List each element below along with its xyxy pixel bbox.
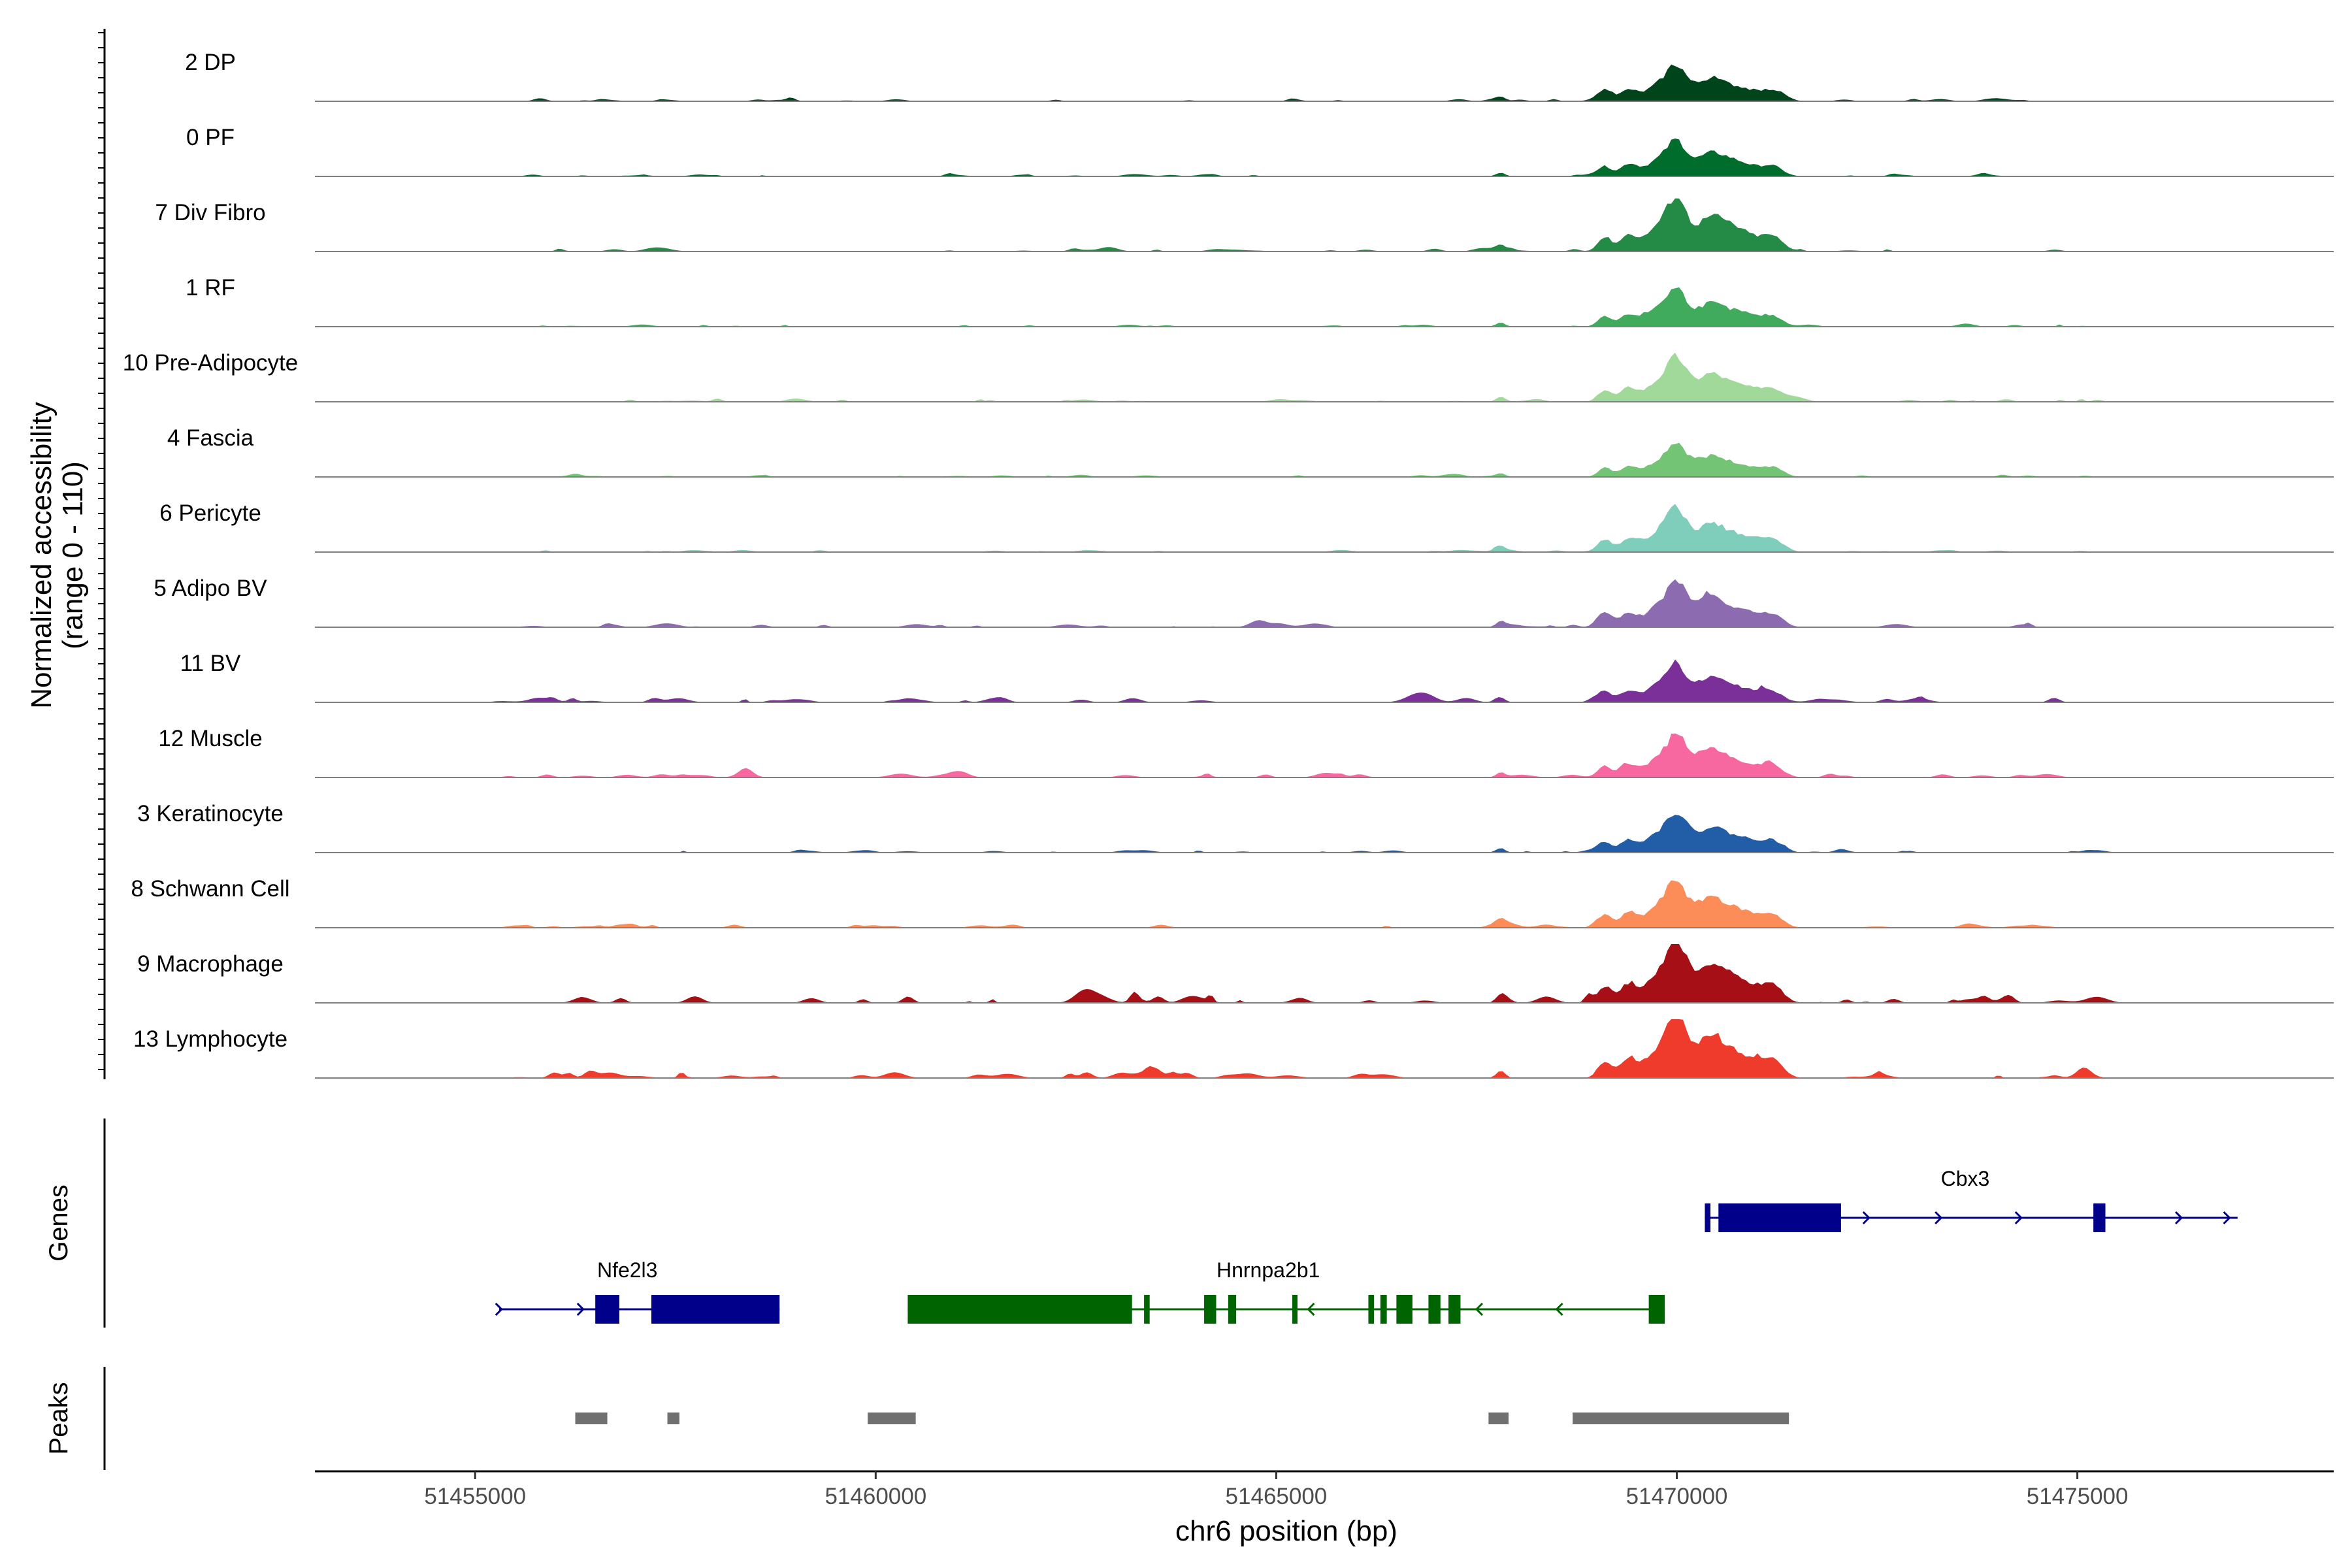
exon bbox=[651, 1295, 780, 1324]
track-label: 8 Schwann Cell bbox=[131, 876, 289, 902]
track-7: 6 Pericyte bbox=[159, 500, 2334, 553]
peak-region bbox=[868, 1413, 916, 1424]
exon bbox=[907, 1295, 1132, 1324]
exon bbox=[1204, 1295, 1217, 1324]
genes-panel: Genes Cbx3 Nfe2l3 Hnrnpa2b1 bbox=[44, 1119, 2238, 1328]
x-tick-label: 51475000 bbox=[2027, 1484, 2129, 1509]
track-label: 13 Lymphocyte bbox=[133, 1026, 287, 1052]
peaks-panel-title: Peaks bbox=[44, 1382, 73, 1454]
coverage-area bbox=[315, 815, 2334, 853]
strand-arrow bbox=[2174, 1211, 2183, 1225]
coverage-area bbox=[315, 287, 2334, 327]
coverage-area bbox=[315, 139, 2334, 176]
coverage-area bbox=[315, 880, 2334, 928]
peak-region bbox=[1573, 1413, 1789, 1424]
track-9: 11 BV bbox=[180, 651, 2334, 703]
coverage-tracks: 2 DP 0 PF 7 Div Fibro 1 RF 10 Pre-Adipocyte 4… bbox=[123, 50, 2334, 1079]
exon bbox=[1368, 1295, 1375, 1324]
strand-arrow bbox=[1555, 1302, 1563, 1316]
strand-arrow bbox=[576, 1302, 585, 1316]
track-1: 2 DP bbox=[185, 50, 2334, 102]
exon bbox=[1705, 1203, 1711, 1232]
gene-nfe2l3: Nfe2l3 bbox=[495, 1258, 780, 1324]
x-axis: 51455000 51460000 51465000 51470000 51475000 bbox=[315, 1470, 2334, 1509]
gene-cbx3: Cbx3 bbox=[1705, 1167, 2238, 1232]
track-label: 0 PF bbox=[186, 125, 235, 150]
track-label: 2 DP bbox=[185, 50, 236, 75]
track-10: 12 Muscle bbox=[158, 726, 2334, 778]
gene-hnrnpa2b1: Hnrnpa2b1 bbox=[907, 1258, 1665, 1324]
track-14: 13 Lymphocyte bbox=[133, 1019, 2334, 1079]
track-8: 5 Adipo BV bbox=[154, 576, 2334, 628]
track-4: 1 RF bbox=[186, 275, 2334, 327]
exon bbox=[1144, 1295, 1150, 1324]
exon bbox=[1648, 1295, 1665, 1324]
gene-label: Cbx3 bbox=[1941, 1167, 1990, 1190]
exon bbox=[1396, 1295, 1413, 1324]
genes-panel-title: Genes bbox=[44, 1184, 73, 1262]
x-tick-label: 51465000 bbox=[1226, 1484, 1328, 1509]
exon bbox=[1428, 1295, 1441, 1324]
x-tick-label: 51460000 bbox=[825, 1484, 926, 1509]
track-label: 1 RF bbox=[186, 275, 235, 301]
strand-arrow bbox=[1475, 1302, 1484, 1316]
strand-arrow bbox=[2014, 1211, 2023, 1225]
gene-label: Nfe2l3 bbox=[597, 1258, 658, 1282]
track-label: 7 Div Fibro bbox=[155, 200, 265, 225]
gene-label: Hnrnpa2b1 bbox=[1217, 1258, 1320, 1282]
coverage-area bbox=[315, 1019, 2334, 1078]
track-13: 9 Macrophage bbox=[137, 944, 2334, 1004]
track-label: 5 Adipo BV bbox=[154, 576, 267, 601]
track-5: 10 Pre-Adipocyte bbox=[123, 350, 2334, 402]
x-axis-title: chr6 position (bp) bbox=[1175, 1515, 1397, 1547]
coverage-area bbox=[315, 504, 2334, 552]
coverage-area bbox=[315, 944, 2334, 1003]
peaks-panel: Peaks bbox=[44, 1367, 1789, 1470]
track-label: 9 Macrophage bbox=[137, 951, 284, 977]
coverage-left-axis bbox=[98, 29, 106, 1079]
strand-arrow bbox=[495, 1302, 503, 1316]
track-2: 0 PF bbox=[186, 125, 2334, 177]
track-label: 6 Pericyte bbox=[159, 500, 261, 526]
track-label: 3 Keratinocyte bbox=[137, 801, 284, 826]
coverage-area bbox=[315, 64, 2334, 101]
track-label: 12 Muscle bbox=[158, 726, 263, 751]
coverage-area bbox=[315, 198, 2334, 252]
y-axis-label: Normalized accessibility bbox=[25, 402, 57, 708]
track-label: 10 Pre-Adipocyte bbox=[123, 350, 298, 376]
strand-arrow bbox=[1862, 1211, 1870, 1225]
coverage-area bbox=[315, 442, 2334, 477]
peak-region bbox=[575, 1413, 608, 1424]
coverage-area bbox=[315, 352, 2334, 402]
strand-arrow bbox=[2223, 1211, 2231, 1225]
exon bbox=[595, 1295, 619, 1324]
strand-arrow bbox=[1307, 1302, 1315, 1316]
track-label: 11 BV bbox=[180, 651, 241, 676]
track-11: 3 Keratinocyte bbox=[137, 801, 2334, 853]
coverage-area bbox=[315, 579, 2334, 627]
peak-region bbox=[1488, 1413, 1509, 1424]
exon bbox=[1292, 1295, 1298, 1324]
track-label: 4 Fascia bbox=[167, 425, 254, 451]
exon bbox=[1718, 1203, 1841, 1232]
y-axis-range-label: (range 0 - 110) bbox=[57, 461, 89, 649]
track-12: 8 Schwann Cell bbox=[131, 876, 2334, 928]
track-3: 7 Div Fibro bbox=[155, 198, 2334, 252]
strand-arrow bbox=[1935, 1211, 1943, 1225]
exon bbox=[1228, 1295, 1237, 1324]
exon bbox=[1448, 1295, 1461, 1324]
exon bbox=[2093, 1203, 2106, 1232]
coverage-area bbox=[315, 659, 2334, 702]
coverage-area bbox=[315, 733, 2334, 777]
peak-region bbox=[667, 1413, 679, 1424]
x-tick-label: 51470000 bbox=[1626, 1484, 1728, 1509]
x-tick-label: 51455000 bbox=[424, 1484, 526, 1509]
exon bbox=[1380, 1295, 1387, 1324]
track-6: 4 Fascia bbox=[167, 425, 2334, 478]
y-axis-title: Normalized accessibility (range 0 - 110) bbox=[25, 402, 89, 708]
